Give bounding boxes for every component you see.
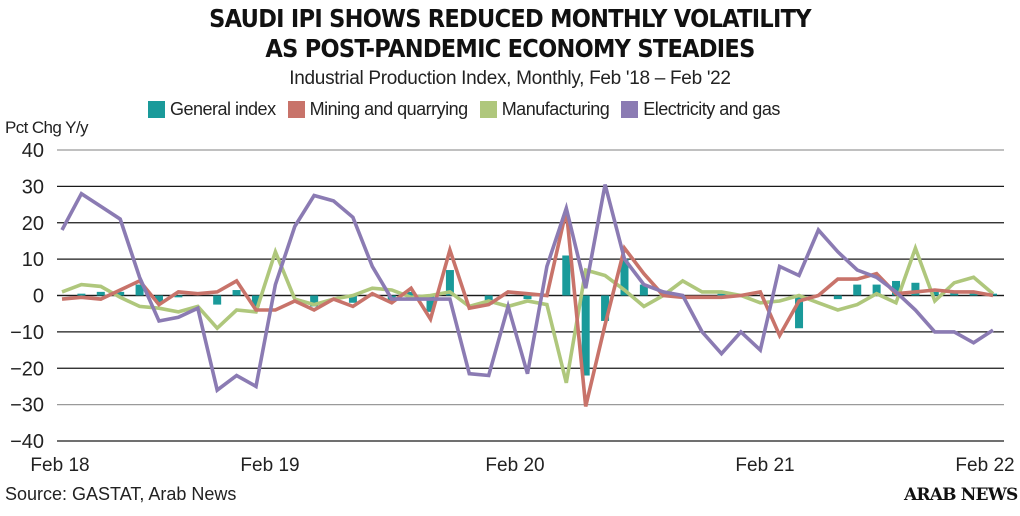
- gridlines: [57, 149, 1004, 442]
- bar-general-index: [601, 295, 610, 321]
- legend-item-mining: Mining and quarrying: [287, 99, 469, 120]
- bar-general-index: [853, 284, 862, 296]
- x-tick-label: Feb 18: [30, 455, 89, 476]
- bar-general-index: [620, 259, 629, 296]
- legend-label-manufacturing: Manufacturing: [501, 99, 610, 119]
- x-tick-label: Feb 21: [735, 455, 794, 476]
- bar-general-index: [892, 280, 901, 296]
- y-tick-label: −20: [10, 358, 44, 380]
- bar-general-index: [930, 291, 939, 296]
- bar-general-index: [872, 284, 881, 296]
- y-tick-label: −30: [10, 395, 44, 417]
- bar-general-index: [116, 291, 125, 296]
- legend-swatch-general-index: [148, 101, 165, 118]
- bar-general-index: [213, 295, 222, 305]
- bar-general-index: [523, 295, 532, 300]
- x-tick-label: Feb 20: [485, 455, 544, 476]
- legend-label-mining: Mining and quarrying: [309, 99, 469, 119]
- legend-label-general-index: General index: [170, 99, 276, 119]
- bar-general-index: [911, 282, 920, 296]
- bar-general-index: [581, 295, 590, 376]
- line-mining-and-quarrying: [61, 209, 994, 407]
- legend-swatch-electricity: [621, 101, 639, 118]
- x-tick-label: Feb 19: [240, 455, 299, 476]
- chart-title-line-2: AS POST-PANDEMIC ECONOMY STEADIES: [265, 34, 755, 63]
- y-tick-label: 0: [33, 286, 44, 308]
- arab-news-logo: ARAB NEWS: [904, 485, 1018, 505]
- bar-general-index: [174, 295, 183, 298]
- x-tick-label: Feb 22: [955, 455, 1014, 476]
- y-tick-label: −10: [10, 322, 44, 344]
- bar-general-index: [348, 295, 357, 303]
- bar-general-index: [77, 293, 86, 296]
- bar-general-index: [426, 295, 435, 312]
- legend-item-electricity: Electricity and gas: [621, 99, 780, 120]
- bar-general-index: [833, 295, 842, 300]
- bar-general-index: [96, 291, 105, 296]
- y-tick-label: 10: [22, 249, 44, 271]
- line-electricity-and-gas: [60, 184, 994, 394]
- legend-swatch-mining: [287, 101, 305, 118]
- bar-general-index: [251, 295, 260, 307]
- bar-general-index: [232, 290, 241, 296]
- y-tick-label: 40: [22, 140, 44, 162]
- chart-subtitle: Industrial Production Index, Monthly, Fe…: [289, 68, 731, 89]
- x-tick-labels: Feb 18 Feb 19 Feb 20 Feb 21 Feb 22: [30, 455, 1014, 476]
- source-note: Source: GASTAT, Arab News: [5, 484, 237, 504]
- legend-item-general-index: General index: [148, 99, 276, 120]
- legend: General index Mining and quarrying Manuf…: [148, 99, 792, 120]
- bar-general-index: [407, 291, 416, 296]
- y-axis-label: Pct Chg Y/y: [5, 118, 88, 137]
- bar-general-index: [639, 284, 648, 296]
- bar-general-index: [562, 255, 571, 296]
- series-lines: [60, 184, 995, 407]
- bar-general-index: [310, 295, 319, 307]
- bar-general-index: [135, 284, 144, 296]
- y-tick-label: 30: [22, 176, 44, 198]
- line-manufacturing: [61, 242, 995, 384]
- y-tick-label: −40: [10, 431, 44, 453]
- chart-title-line-1: SAUDI IPI SHOWS REDUCED MONTHLY VOLATILI…: [209, 4, 811, 33]
- y-tick-labels: 40 30 20 10 0 −10 −20 −30 −40: [10, 140, 44, 453]
- legend-label-electricity: Electricity and gas: [643, 99, 780, 119]
- legend-swatch-manufacturing: [479, 101, 497, 118]
- y-tick-label: 20: [22, 213, 44, 235]
- bar-general-index: [795, 295, 804, 329]
- legend-item-manufacturing: Manufacturing: [479, 99, 610, 120]
- bar-general-index: [445, 270, 454, 296]
- bar-general-index: [717, 293, 726, 296]
- bar-general-index: [154, 295, 163, 303]
